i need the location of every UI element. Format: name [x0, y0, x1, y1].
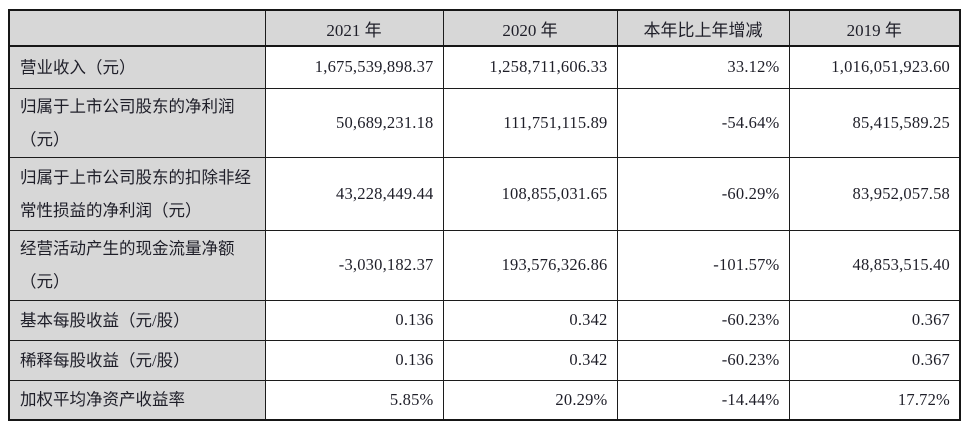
table-row-revenue: 营业收入（元） 1,675,539,898.37 1,258,711,606.3…: [8, 45, 961, 89]
table-cell: 0.342: [442, 339, 618, 381]
table-cell: 193,576,326.86: [442, 229, 618, 301]
table-row-weighted-avg-roe: 加权平均净资产收益率 5.85% 20.29% -14.44% 17.72%: [8, 379, 961, 421]
header-row: 2021 年 2020 年 本年比上年增减 2019 年: [8, 9, 961, 47]
table-cell: 85,415,589.25: [788, 87, 961, 158]
row-label: 归属于上市公司股东的扣除非经常性损益的净利润（元）: [8, 156, 266, 231]
column-header-yoy-change: 本年比上年增减: [616, 9, 790, 47]
column-header-2020: 2020 年: [442, 9, 618, 47]
table-cell: -3,030,182.37: [264, 229, 444, 301]
table-cell: -54.64%: [616, 87, 790, 158]
table-cell: 108,855,031.65: [442, 156, 618, 231]
table-cell: 33.12%: [616, 45, 790, 89]
table-cell: 0.367: [788, 299, 961, 341]
table-cell: 0.136: [264, 339, 444, 381]
table-row-net-profit: 归属于上市公司股东的净利润（元） 50,689,231.18 111,751,1…: [8, 87, 961, 158]
row-label: 归属于上市公司股东的净利润（元）: [8, 87, 266, 158]
row-label: 经营活动产生的现金流量净额（元）: [8, 229, 266, 301]
table-cell: 17.72%: [788, 379, 961, 421]
column-header-empty: [8, 9, 266, 47]
table-cell: 0.367: [788, 339, 961, 381]
table-cell: 1,016,051,923.60: [788, 45, 961, 89]
table-row-operating-cash-flow: 经营活动产生的现金流量净额（元） -3,030,182.37 193,576,3…: [8, 229, 961, 301]
row-label: 基本每股收益（元/股）: [8, 299, 266, 341]
table-row-basic-eps: 基本每股收益（元/股） 0.136 0.342 -60.23% 0.367: [8, 299, 961, 341]
financial-summary-table: 2021 年 2020 年 本年比上年增减 2019 年 营业收入（元） 1,6…: [8, 9, 961, 421]
table-cell: 48,853,515.40: [788, 229, 961, 301]
table-cell: 0.342: [442, 299, 618, 341]
table-cell: -14.44%: [616, 379, 790, 421]
table-cell: 0.136: [264, 299, 444, 341]
table-cell: 1,258,711,606.33: [442, 45, 618, 89]
column-header-2019: 2019 年: [788, 9, 961, 47]
table-cell: 111,751,115.89: [442, 87, 618, 158]
table-cell: -60.23%: [616, 299, 790, 341]
table-cell: 43,228,449.44: [264, 156, 444, 231]
row-label: 营业收入（元）: [8, 45, 266, 89]
row-label: 加权平均净资产收益率: [8, 379, 266, 421]
table-cell: 5.85%: [264, 379, 444, 421]
table-cell: -60.29%: [616, 156, 790, 231]
table-row-net-profit-excl-nonrecurring: 归属于上市公司股东的扣除非经常性损益的净利润（元） 43,228,449.44 …: [8, 156, 961, 231]
table-cell: 50,689,231.18: [264, 87, 444, 158]
table-cell: -101.57%: [616, 229, 790, 301]
table-cell: 1,675,539,898.37: [264, 45, 444, 89]
row-label: 稀释每股收益（元/股）: [8, 339, 266, 381]
table-cell: 20.29%: [442, 379, 618, 421]
table-cell: -60.23%: [616, 339, 790, 381]
column-header-2021: 2021 年: [264, 9, 444, 47]
table-row-diluted-eps: 稀释每股收益（元/股） 0.136 0.342 -60.23% 0.367: [8, 339, 961, 381]
table-cell: 83,952,057.58: [788, 156, 961, 231]
